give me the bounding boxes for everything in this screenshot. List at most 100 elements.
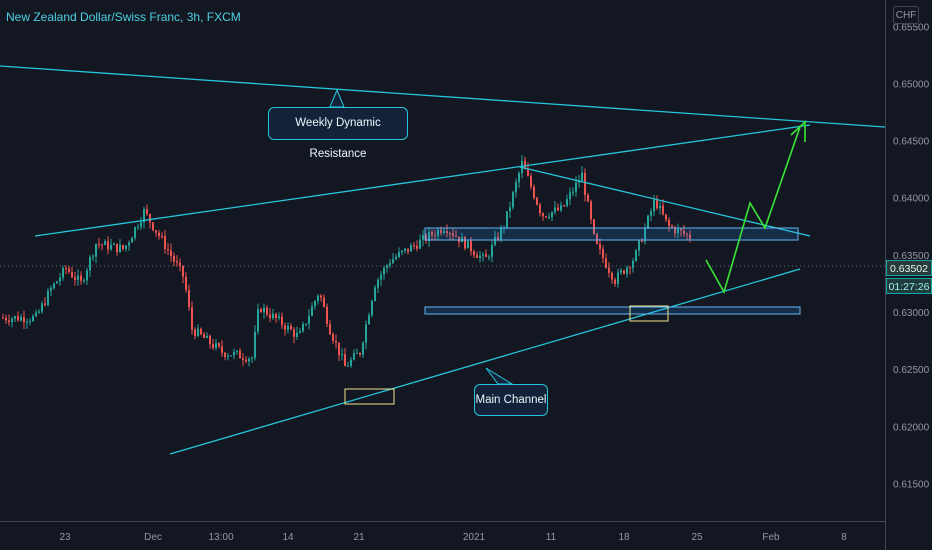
candle-body [686, 233, 688, 235]
time-tick-label: 8 [841, 532, 847, 543]
candle-body [29, 320, 31, 322]
candle-body [134, 227, 136, 238]
candle-body [623, 270, 625, 274]
candle-body [239, 350, 241, 359]
candle-body [224, 352, 226, 357]
time-tick-label: 18 [618, 532, 630, 543]
candle-body [440, 229, 442, 233]
candle-body [179, 262, 181, 266]
candle-body [371, 300, 373, 316]
candle-body [533, 186, 535, 198]
support-zone-box[interactable] [424, 306, 801, 315]
candle-body [629, 267, 631, 269]
candle-body [683, 230, 685, 234]
candle-body [26, 321, 28, 323]
candle-body [275, 313, 277, 319]
candle-body [377, 279, 379, 288]
channel-lower-line[interactable] [169, 268, 801, 455]
candle-body [626, 267, 628, 274]
candle-body [77, 275, 79, 280]
candle-body [554, 207, 556, 212]
candle-body [230, 355, 232, 357]
candle-body [647, 215, 649, 228]
candle-body [167, 249, 169, 251]
candle-body [575, 182, 577, 192]
candle-body [458, 236, 460, 243]
candle-body [149, 213, 151, 223]
candle-body [542, 213, 544, 217]
candle-body [494, 236, 496, 245]
weekly-dynamic-resistance-callout[interactable]: Weekly Dynamic Resistance [268, 107, 408, 160]
price-tick-label: 0.64000 [893, 194, 930, 205]
candle-body [206, 335, 208, 339]
candle-body [152, 222, 154, 231]
candle-body [47, 290, 49, 305]
candle-body [536, 197, 538, 205]
candle-body [464, 237, 466, 249]
candle-body [131, 237, 133, 243]
candle-body [488, 256, 490, 258]
candle-body [143, 208, 145, 223]
candle-body [86, 270, 88, 281]
channel-upper-line[interactable] [34, 124, 811, 237]
candle-body [212, 343, 214, 348]
candle-body [185, 276, 187, 291]
candle-body [560, 205, 562, 211]
bar-countdown-tag: 01:27:26 [886, 278, 932, 294]
candle-body [599, 244, 601, 250]
candle-body [314, 300, 316, 307]
candle-body [632, 260, 634, 268]
candle-body [323, 297, 325, 307]
candle-body [428, 232, 430, 241]
candle-body [584, 172, 586, 195]
candle-body [551, 211, 553, 218]
candle-body [104, 241, 106, 245]
candle-body [74, 277, 76, 280]
projection-path[interactable] [705, 126, 801, 295]
candle-body [308, 315, 310, 324]
candle-body [191, 307, 193, 330]
candle-body [140, 222, 142, 227]
candle-body [596, 233, 598, 245]
last-price-tag: 0.63502 [886, 260, 932, 276]
candle-body [434, 235, 436, 237]
candle-body [320, 295, 322, 298]
time-tick-label: 14 [282, 532, 294, 543]
candle-body [473, 251, 475, 256]
candle-body [443, 231, 445, 233]
candle-body [404, 248, 406, 251]
candle-body [383, 267, 385, 275]
candle-body [398, 252, 400, 257]
candle-body [89, 256, 91, 271]
candle-body [326, 306, 328, 324]
candle-body [203, 334, 205, 339]
price-tick-label: 0.63500 [893, 251, 930, 262]
candle-body [236, 350, 238, 352]
candle-body [281, 316, 283, 326]
candle-body [659, 205, 661, 209]
resistance-zone-box[interactable] [424, 227, 799, 241]
candle-body [110, 244, 112, 250]
candle-body [17, 316, 19, 321]
candle-body [278, 316, 280, 319]
candle-body [437, 229, 439, 236]
price-tick-label: 0.61500 [893, 479, 930, 490]
currency-button[interactable]: CHF [893, 6, 919, 24]
candle-body [407, 248, 409, 252]
candle-body [95, 244, 97, 257]
candle-body [530, 175, 532, 187]
candle-body [569, 192, 571, 200]
candle-body [509, 207, 511, 212]
descending-trendline[interactable] [519, 166, 811, 237]
candle-body [20, 317, 22, 321]
candle-body [608, 267, 610, 273]
price-tick-label: 0.63000 [893, 308, 930, 319]
price-tick-label: 0.62000 [893, 422, 930, 433]
low-highlight-box-december[interactable] [344, 388, 395, 405]
weekly-dynamic-resistance-line[interactable] [0, 65, 886, 128]
main-channel-callout[interactable]: Main Channel [474, 384, 548, 416]
low-highlight-box-january[interactable] [629, 305, 669, 322]
candle-body [635, 250, 637, 261]
candle-body [572, 191, 574, 193]
